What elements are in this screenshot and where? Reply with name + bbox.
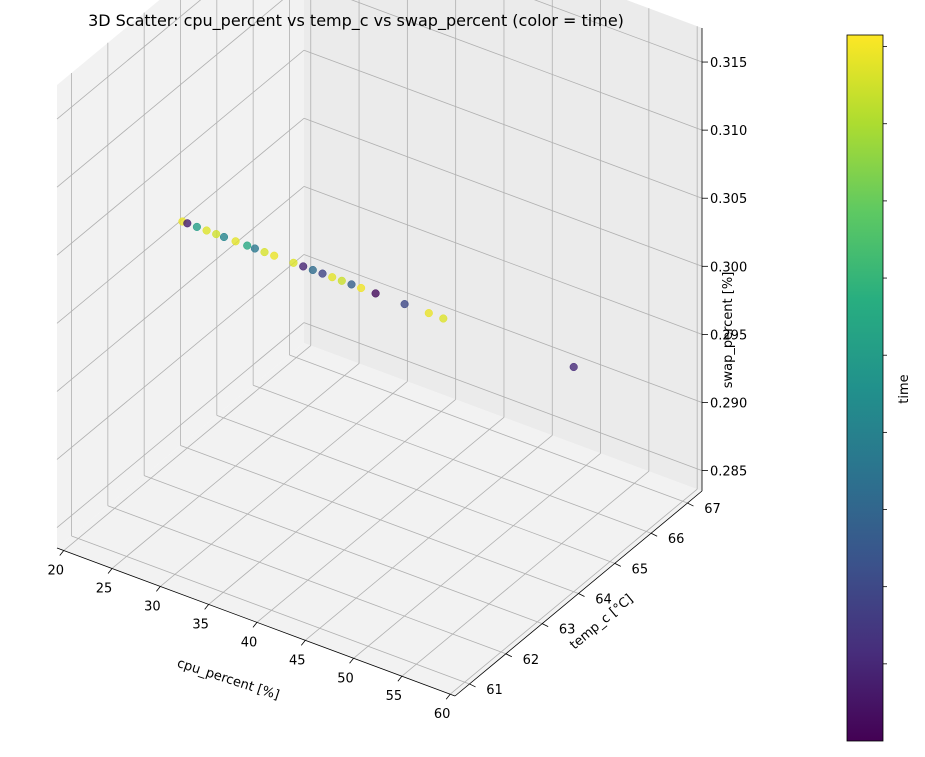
x-tick-label: 25	[96, 581, 113, 596]
grid-y-floor	[71, 535, 470, 685]
grid-z-back	[534, 0, 703, 63]
data-point	[357, 283, 366, 293]
data-point	[231, 237, 240, 246]
y-tick-label: 61	[486, 683, 503, 698]
x-tick-label: 35	[192, 617, 209, 632]
z-axis-label: swap_percent [%]	[721, 272, 736, 389]
y-tick-mark	[541, 623, 549, 628]
grid-z-back	[303, 322, 703, 471]
grid-lines	[56, 0, 703, 695]
y-tick-label: 66	[668, 532, 685, 547]
x-tick-mark	[204, 604, 209, 610]
x-tick-mark	[445, 693, 451, 700]
colorbar-label: time	[897, 374, 912, 403]
back-pane	[304, 0, 702, 491]
x-tick-mark	[59, 550, 65, 556]
y-tick-mark	[469, 683, 476, 688]
grid-y-floor	[107, 505, 506, 655]
data-point	[347, 280, 356, 289]
grid-y-floor	[216, 414, 615, 564]
data-point	[299, 262, 308, 271]
data-point	[337, 276, 346, 285]
data-point	[270, 251, 279, 260]
grid-z-back	[303, 49, 703, 199]
y-tick-label: 62	[523, 653, 540, 668]
grid-z-left	[56, 254, 305, 460]
data-point	[243, 241, 252, 250]
grid-z-back	[303, 117, 703, 267]
grid-z-left	[56, 322, 305, 528]
grid-y-floor	[253, 384, 652, 534]
y-tick-label: 63	[559, 623, 576, 638]
grid-z-left	[56, 186, 305, 392]
data-point	[212, 230, 221, 239]
x-tick-mark	[156, 586, 161, 592]
data-points	[178, 217, 578, 372]
y-tick-mark	[578, 593, 585, 597]
z-tick-label: 0.305	[710, 192, 747, 207]
x-tick-label: 50	[337, 671, 354, 686]
data-point	[260, 248, 269, 257]
grid-z-left	[56, 0, 202, 120]
grid-z-back	[303, 186, 703, 335]
x-tick-label: 55	[386, 689, 403, 704]
x-tick-label: 60	[434, 707, 451, 722]
y-tick-mark	[650, 532, 658, 537]
data-point	[400, 300, 409, 309]
x-tick-label: 20	[47, 564, 64, 579]
colorbar	[846, 34, 887, 742]
data-point	[424, 309, 433, 318]
colorbar-gradient	[846, 34, 884, 742]
data-point	[439, 314, 448, 323]
x-tick-mark	[252, 622, 258, 628]
z-tick-label: 0.285	[710, 465, 747, 480]
data-point	[308, 265, 317, 275]
y-tick-label: 67	[704, 502, 721, 517]
x-axis-line	[56, 547, 456, 697]
y-tick-label: 64	[595, 593, 612, 608]
data-point	[192, 222, 201, 231]
grid-y-floor	[144, 475, 543, 625]
tick-labels: 20 25 30 35 40 45 50 55 60 61 62 63 64 65 66 67 0.285 0.2…	[47, 56, 747, 722]
grid-y-floor	[289, 354, 688, 504]
grid-z-back	[350, 0, 703, 131]
grid-z-left	[56, 49, 305, 256]
data-point	[318, 269, 327, 278]
data-point	[328, 273, 337, 282]
z-tick-label: 0.300	[710, 260, 747, 275]
chart-title: 3D Scatter: cpu_percent vs temp_c vs swa…	[88, 11, 624, 31]
z-tick-label: 0.315	[710, 56, 747, 71]
z-tick-label: 0.290	[710, 396, 747, 411]
y-tick-label: 65	[632, 562, 649, 577]
x-tick-mark	[397, 675, 403, 682]
data-point	[183, 219, 192, 228]
x-tick-label: 45	[289, 653, 306, 668]
y-tick-mark	[687, 502, 694, 507]
data-point	[219, 232, 229, 242]
data-point	[202, 226, 211, 235]
data-point	[250, 244, 259, 253]
grid-y-floor	[180, 445, 579, 594]
z-tick-label: 0.310	[710, 124, 747, 139]
y-tick-mark	[614, 562, 622, 567]
x-tick-mark	[107, 568, 113, 574]
x-tick-label: 40	[241, 635, 258, 650]
x-tick-label: 30	[144, 599, 161, 614]
y-tick-mark	[505, 653, 513, 658]
grid-z-left	[56, 0, 284, 188]
x-axis-label: cpu_percent [%]	[175, 656, 281, 703]
grid-z-back	[303, 254, 703, 403]
data-point	[289, 258, 298, 267]
data-point	[569, 362, 578, 372]
x-tick-mark	[300, 640, 306, 646]
data-point	[371, 289, 380, 298]
x-tick-mark	[349, 658, 354, 664]
z-tick-label: 0.295	[710, 328, 747, 343]
